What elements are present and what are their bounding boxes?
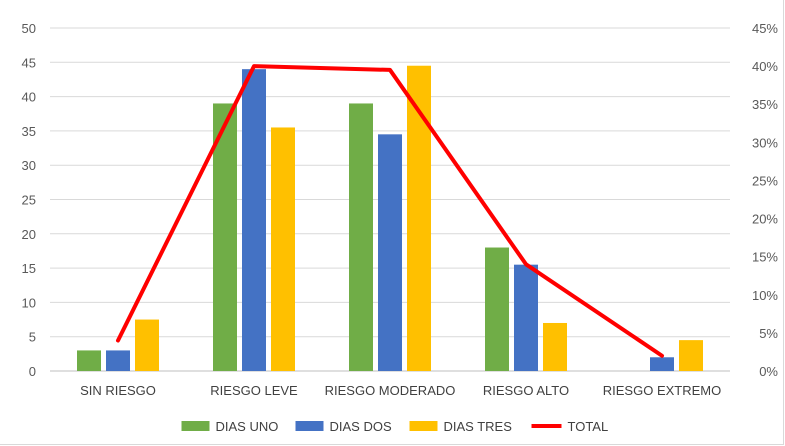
bar-dias-dos (650, 357, 674, 371)
left-tick-label: 15 (22, 261, 36, 276)
bar-dias-tres (135, 319, 159, 371)
legend-swatch-dias-uno (181, 421, 210, 431)
left-tick-label: 45 (22, 55, 36, 70)
bar-dias-dos (514, 264, 538, 371)
bar-dias-tres (271, 127, 295, 371)
legend-label: TOTAL (568, 419, 609, 434)
left-tick-label: 0 (29, 364, 36, 379)
left-tick-label: 20 (22, 227, 36, 242)
bar-dias-uno (349, 103, 373, 372)
total-line (116, 64, 664, 358)
bar-dias-uno (485, 247, 509, 371)
category-label: RIESGO EXTREMO (603, 383, 721, 398)
right-tick-label: 30% (752, 135, 778, 150)
right-tick-label: 10% (752, 288, 778, 303)
bar-dias-dos (106, 350, 130, 371)
category-label: RIESGO ALTO (483, 383, 569, 398)
category-label: RIESGO LEVE (210, 383, 298, 398)
category-labels: SIN RIESGO RIESGO LEVE RIESGO MODERADO RIES… (80, 383, 721, 398)
right-tick-label: 5% (759, 326, 778, 341)
bar-dias-tres (543, 322, 567, 371)
right-tick-label: 35% (752, 97, 778, 112)
right-tick-label: 25% (752, 173, 778, 188)
legend: DIAS UNO DIAS DOS DIAS TRES TOTAL (181, 419, 609, 434)
legend-swatch-dias-dos (295, 421, 324, 431)
right-tick-label: 0% (759, 364, 778, 379)
legend-label: DIAS TRES (444, 419, 513, 434)
right-axis-ticks: 0% 5% 10% 15% 20% 25% 30% 35% 40% 45% (752, 21, 778, 379)
right-tick-label: 15% (752, 250, 778, 265)
left-tick-label: 25 (22, 193, 36, 208)
left-axis-ticks: 0 5 10 15 20 25 30 35 40 45 50 (22, 21, 36, 379)
left-tick-label: 50 (22, 21, 36, 36)
right-tick-label: 20% (752, 212, 778, 227)
bar-dias-dos (242, 69, 266, 371)
bar-dias-tres (407, 65, 431, 371)
left-tick-label: 10 (22, 295, 36, 310)
bars (77, 65, 703, 372)
category-label: RIESGO MODERADO (325, 383, 456, 398)
bar-dias-uno (77, 350, 101, 371)
legend-label: DIAS DOS (330, 419, 392, 434)
line-total (116, 64, 664, 358)
left-tick-label: 30 (22, 158, 36, 173)
bar-dias-dos (378, 134, 402, 371)
bar-dias-tres (679, 340, 703, 371)
left-tick-label: 5 (29, 330, 36, 345)
left-tick-label: 40 (22, 90, 36, 105)
category-label: SIN RIESGO (80, 383, 156, 398)
legend-swatch-dias-tres (409, 421, 438, 431)
legend-label: DIAS UNO (216, 419, 279, 434)
right-tick-label: 45% (752, 21, 778, 36)
right-tick-label: 40% (752, 59, 778, 74)
bar-dias-uno (213, 103, 237, 372)
left-tick-label: 35 (22, 124, 36, 139)
